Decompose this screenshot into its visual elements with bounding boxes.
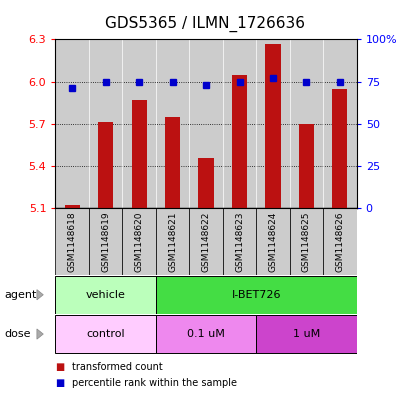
Bar	[332, 88, 347, 208]
Text: GSM1148618: GSM1148618	[67, 212, 76, 272]
Text: ■: ■	[55, 362, 65, 373]
Bar	[55, 315, 155, 353]
Text: GSM1148626: GSM1148626	[335, 212, 344, 272]
Bar	[256, 208, 289, 275]
Bar	[64, 206, 79, 208]
Bar	[131, 100, 146, 208]
Text: vehicle: vehicle	[85, 290, 125, 300]
Text: ■: ■	[55, 378, 65, 388]
Bar	[155, 208, 189, 275]
Bar	[164, 117, 180, 208]
Text: control: control	[86, 329, 125, 339]
Bar	[189, 208, 222, 275]
Bar	[198, 158, 213, 208]
Text: GSM1148621: GSM1148621	[168, 212, 177, 272]
Text: GSM1148625: GSM1148625	[301, 212, 310, 272]
Text: GSM1148620: GSM1148620	[134, 212, 143, 272]
Bar	[256, 315, 356, 353]
Text: GSM1148624: GSM1148624	[268, 212, 277, 272]
Text: GSM1148622: GSM1148622	[201, 212, 210, 272]
Bar	[98, 122, 113, 208]
Text: 0.1 uM: 0.1 uM	[187, 329, 225, 339]
Bar	[89, 208, 122, 275]
Text: dose: dose	[4, 329, 31, 339]
Text: percentile rank within the sample: percentile rank within the sample	[72, 378, 236, 388]
Bar	[122, 208, 155, 275]
Bar	[298, 124, 313, 208]
Bar	[289, 208, 322, 275]
Bar	[231, 75, 247, 208]
Text: I-BET726: I-BET726	[231, 290, 280, 300]
Bar	[265, 44, 280, 208]
Bar	[55, 208, 89, 275]
Bar	[155, 315, 256, 353]
Text: 1 uM: 1 uM	[292, 329, 319, 339]
Bar	[155, 276, 356, 314]
Bar	[322, 208, 356, 275]
Bar	[55, 276, 155, 314]
Text: agent: agent	[4, 290, 36, 300]
Text: GSM1148623: GSM1148623	[234, 212, 243, 272]
Text: GDS5365 / ILMN_1726636: GDS5365 / ILMN_1726636	[105, 16, 304, 32]
Text: transformed count: transformed count	[72, 362, 162, 373]
Text: GSM1148619: GSM1148619	[101, 212, 110, 272]
Bar	[222, 208, 256, 275]
